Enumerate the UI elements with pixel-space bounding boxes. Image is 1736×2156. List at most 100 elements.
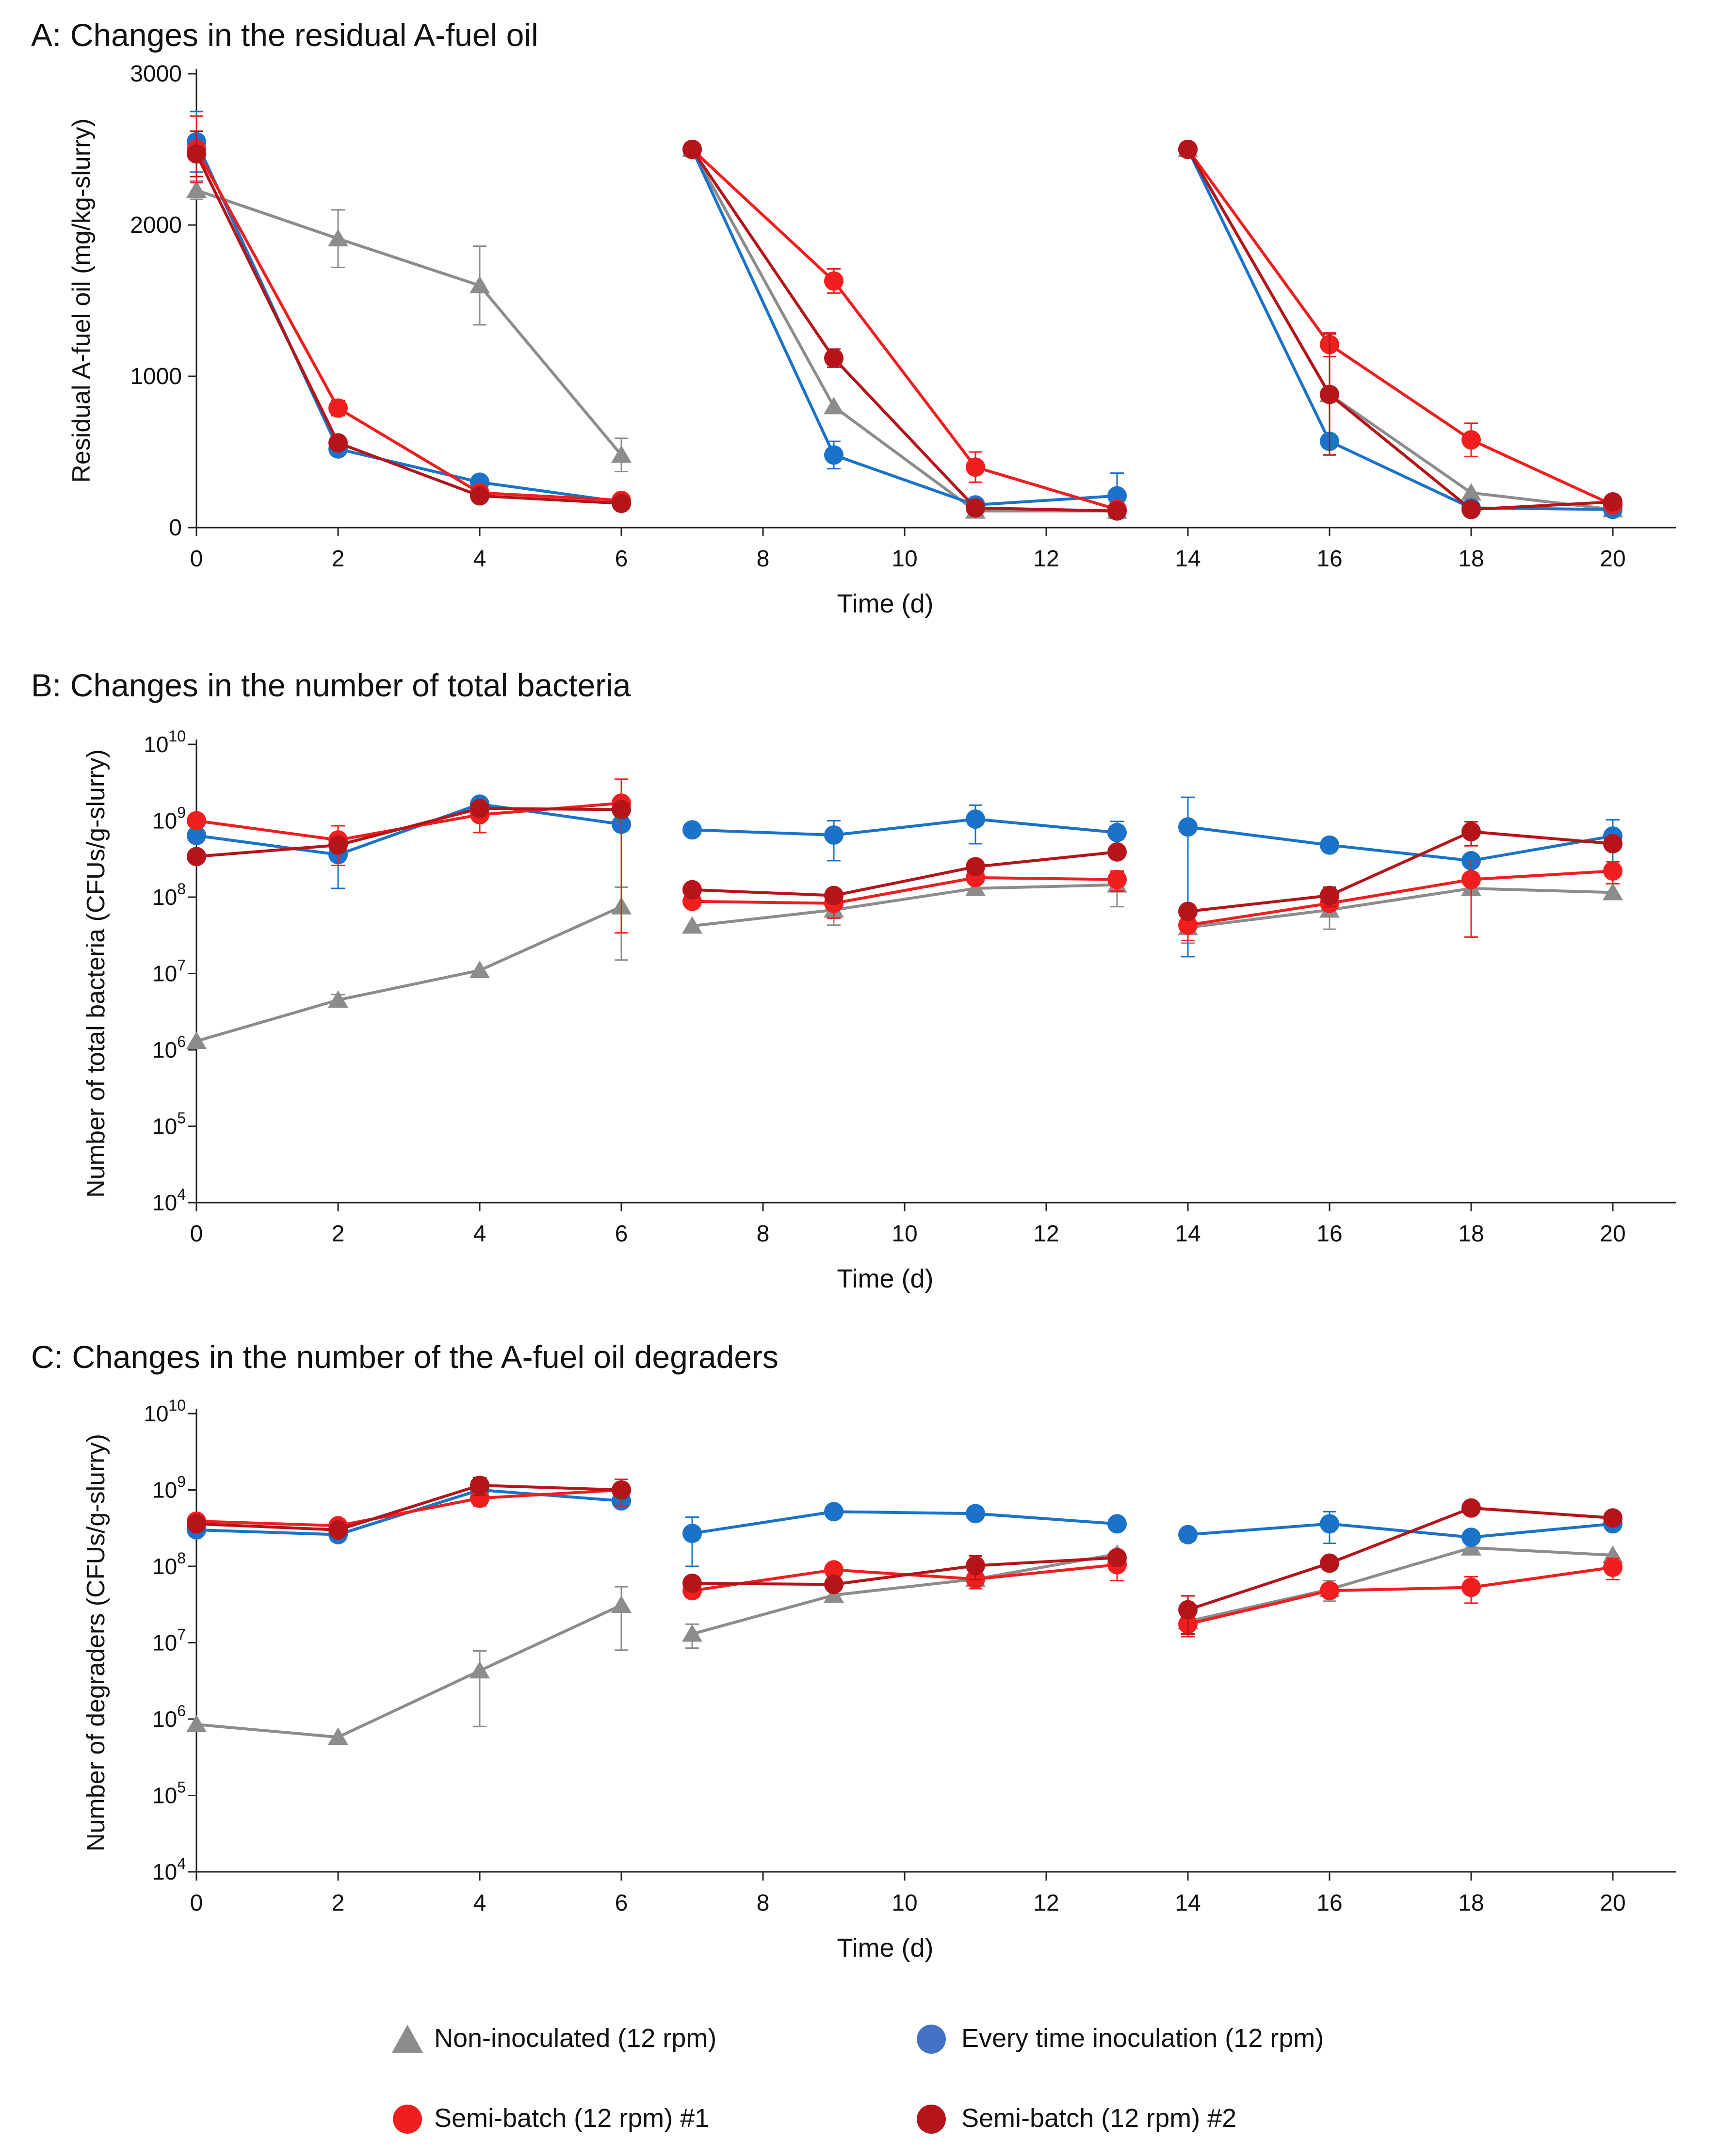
x-tick-label: 2: [332, 1221, 345, 1247]
x-tick-label: 16: [1316, 1221, 1342, 1247]
y-tick-label: 105: [152, 1110, 186, 1139]
x-tick-label: 18: [1458, 1890, 1484, 1916]
legend-circle-semi1: [393, 2105, 422, 2134]
data-point: [187, 811, 206, 831]
series-line: [692, 883, 1118, 928]
data-point: [187, 1514, 206, 1534]
series-line: [692, 818, 1118, 837]
data-point: [328, 835, 348, 855]
x-tick-label: 0: [190, 546, 203, 572]
series-line: [1186, 148, 1614, 506]
y-tick-label: 109: [152, 804, 186, 834]
x-tick-label: 6: [615, 1221, 628, 1247]
y-tick-label: 104: [152, 1186, 186, 1215]
data-point: [470, 960, 490, 978]
series-line: [195, 153, 622, 505]
x-tick-label: 10: [892, 1221, 917, 1247]
series-line: [196, 807, 622, 858]
x-tick-label: 6: [615, 1890, 628, 1916]
data-point: [1320, 1553, 1339, 1573]
data-point: [1178, 1600, 1198, 1620]
data-point: [824, 348, 844, 368]
data-point: [1461, 821, 1481, 841]
series-line: [1186, 148, 1613, 511]
data-point: [187, 144, 206, 164]
y-tick-label: 104: [152, 1855, 186, 1884]
data-point: [328, 398, 348, 418]
x-tick-label: 14: [1175, 1221, 1201, 1247]
legend-marker-non-inoculated: [392, 2025, 423, 2053]
series-line: [1187, 830, 1613, 913]
series-line: [195, 141, 622, 503]
data-point: [328, 1520, 348, 1540]
data-point: [1107, 501, 1127, 521]
legend-circle-semi2: [917, 2105, 946, 2134]
series-line: [692, 1510, 1118, 1535]
data-point: [682, 880, 702, 900]
y-tick-label: 108: [152, 880, 186, 910]
series-line: [1186, 148, 1613, 511]
series-every_time: [187, 1480, 1622, 1567]
data-point: [1461, 430, 1481, 450]
series-semi1: [187, 1478, 1622, 1638]
series-line: [691, 148, 1118, 513]
series-line: [1187, 1506, 1613, 1611]
x-axis-label: Time (d): [837, 1933, 934, 1963]
y-tick-label: 105: [152, 1779, 186, 1808]
data-point: [966, 457, 985, 477]
data-point: [1320, 1581, 1339, 1601]
data-point: [611, 445, 632, 463]
x-tick-label: 12: [1033, 1890, 1059, 1916]
data-point: [1107, 869, 1127, 889]
series-semi2: [187, 130, 1622, 521]
series-line: [196, 1604, 622, 1739]
data-point: [1320, 835, 1339, 855]
x-axis-label: Time (d): [837, 589, 934, 618]
data-point: [1178, 140, 1198, 159]
y-tick-label: 1010: [144, 1397, 186, 1426]
y-tick-label: 107: [152, 957, 186, 986]
panel-a-title: A: Changes in the residual A-fuel oil: [31, 17, 538, 53]
data-point: [1107, 822, 1127, 842]
data-point: [1178, 1525, 1198, 1545]
legend-label-semi2: Semi-batch (12 rpm) #2: [961, 2104, 1237, 2133]
panel-b-chart: 0 2 4 6 8 10 12 14 16 18 20 104 105 106 107 108 109 1010 T…: [82, 727, 1676, 1293]
x-tick-label: 10: [892, 546, 917, 572]
series-line: [1187, 887, 1613, 929]
legend-marker-semi2: [917, 2105, 946, 2134]
data-point: [1461, 869, 1481, 889]
data-point: [328, 433, 348, 453]
panel-b-title: B: Changes in the number of total bacter…: [31, 667, 631, 703]
y-axis-label: Residual A-fuel oil (mg/kg-slurry): [67, 118, 96, 483]
x-tick-label: 14: [1175, 1890, 1201, 1916]
data-point: [1178, 901, 1198, 921]
data-point: [612, 800, 631, 820]
series-line: [1186, 148, 1613, 511]
data-point: [1320, 1514, 1339, 1534]
data-point: [1107, 1514, 1127, 1534]
series-non_inoculated: [186, 1538, 1623, 1745]
legend-triangle-non-inoculated: [392, 2025, 423, 2053]
data-point: [682, 1624, 702, 1642]
data-point: [824, 1585, 844, 1603]
x-tick-label: 16: [1316, 1890, 1342, 1916]
x-axis-label: Time (d): [837, 1264, 934, 1293]
series-line: [1187, 825, 1613, 862]
series-semi2: [187, 1475, 1622, 1635]
series-line: [691, 148, 1118, 507]
y-tick-label: 1010: [144, 727, 186, 757]
x-tick-label: 16: [1316, 546, 1342, 572]
data-point: [1461, 499, 1481, 519]
data-point: [682, 140, 702, 159]
series-line: [196, 803, 622, 856]
data-point: [1603, 861, 1622, 881]
data-point: [965, 879, 986, 897]
data-point: [824, 1560, 844, 1580]
data-point: [1603, 1508, 1622, 1528]
data-point: [1107, 842, 1127, 862]
legend-circle-every-time: [917, 2025, 946, 2054]
data-point: [824, 271, 844, 291]
x-tick-label: 8: [757, 1221, 770, 1247]
x-tick-label: 4: [473, 546, 487, 572]
data-point: [328, 1727, 348, 1745]
